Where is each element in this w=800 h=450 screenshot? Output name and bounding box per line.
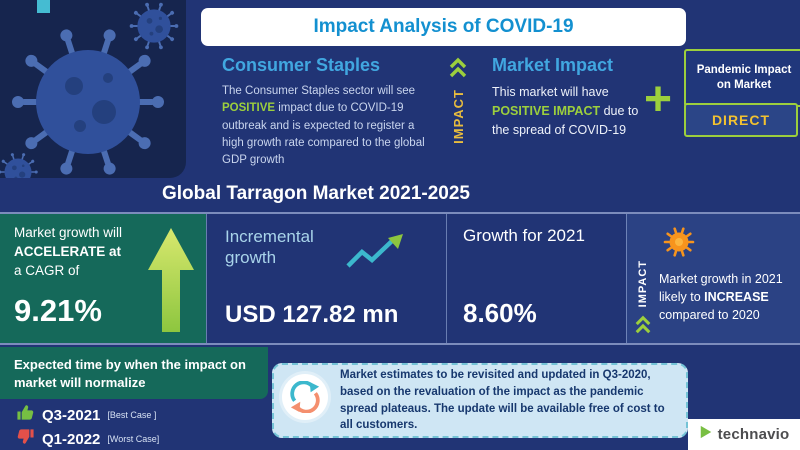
notice-box: Market estimates to be revisited and upd… — [272, 363, 688, 438]
normalize-title-box: Expected time by when the impact on mark… — [0, 347, 268, 399]
positive-highlight: POSITIVE — [222, 102, 276, 115]
stat-cagr-panel: Market growth will ACCELERATE at a CAGR … — [0, 214, 206, 343]
stat-growth-2021-panel: Growth for 2021 8.60% — [446, 214, 626, 343]
technavio-logo-icon — [699, 424, 713, 445]
consumer-staples-body: The Consumer Staples sector will see POS… — [222, 85, 425, 166]
impact-rail-bottom: IMPACT — [627, 214, 659, 343]
thumbs-down-icon — [16, 427, 35, 450]
impact-2021-text: Market growth in 2021 likely to INCREASE… — [659, 272, 783, 322]
incremental-growth-label: Incremental growth — [225, 227, 314, 268]
virus-sun-icon — [659, 227, 699, 266]
corner-accent — [37, 0, 50, 13]
stat-impact-2021-panel: IMPACT — [626, 214, 800, 343]
growth-2021-value: 8.60% — [463, 298, 537, 328]
worst-case-value: Q1-2022 — [42, 430, 101, 448]
pandemic-impact-box: Pandemic Impact on Market — [684, 49, 800, 107]
cagr-line3: a CAGR of — [14, 262, 80, 278]
brand-strip[interactable]: technavio — [688, 419, 800, 450]
market-impact-section: Market Impact This market will have POSI… — [492, 55, 644, 139]
best-case-value: Q3-2021 — [42, 406, 101, 424]
best-case-tag: [Best Case ] — [107, 410, 157, 420]
page-title: Impact Analysis of COVID-19 — [313, 16, 574, 37]
brand-name: technavio — [717, 426, 790, 443]
growth-2021-label: Growth for 2021 — [463, 226, 585, 245]
direct-badge: DIRECT — [684, 103, 798, 137]
trend-arrow-icon — [345, 234, 405, 275]
impact-rail-bottom-label: IMPACT — [637, 260, 649, 308]
chevron-up-icon — [448, 57, 468, 84]
impact-rail-top: IMPACT — [446, 57, 470, 169]
impact-2021-content: Market growth in 2021 likely to INCREASE… — [659, 214, 800, 343]
worst-case-row: Q1-2022 [Worst Case] — [16, 427, 159, 450]
best-case-row: Q3-2021 [Best Case ] — [16, 403, 156, 427]
market-impact-body: This market will have POSITIVE IMPACT du… — [492, 85, 639, 137]
refresh-arrows-icon — [282, 374, 328, 420]
stat-incremental-panel: Incremental growth USD 127.82 mn — [206, 214, 446, 343]
market-title: Global Tarragon Market 2021-2025 — [162, 183, 470, 204]
notice-text: Market estimates to be revisited and upd… — [340, 369, 665, 432]
worst-case-tag: [Worst Case] — [107, 434, 160, 444]
virus-panel — [0, 0, 186, 193]
consumer-staples-heading: Consumer Staples — [222, 55, 381, 75]
positive-impact-highlight: POSITIVE IMPACT — [492, 103, 601, 118]
consumer-staples-section: Consumer Staples The Consumer Staples se… — [222, 55, 434, 169]
market-impact-heading: Market Impact — [492, 55, 614, 75]
coronavirus-icon — [0, 1, 186, 193]
header-title-box: Impact Analysis of COVID-19 — [201, 8, 686, 46]
cagr-line2: ACCELERATE at — [14, 243, 122, 259]
growth-up-arrow-icon — [148, 228, 194, 337]
cagr-line1: Market growth will — [14, 225, 123, 240]
thumbs-up-icon — [16, 403, 35, 427]
cagr-value: 9.21% — [14, 292, 102, 328]
plus-icon: + — [644, 73, 673, 126]
impact-rail-label: IMPACT — [450, 89, 466, 144]
stats-row: Market growth will ACCELERATE at a CAGR … — [0, 212, 800, 345]
incremental-growth-value: USD 127.82 mn — [225, 301, 399, 328]
increase-highlight: INCREASE — [704, 289, 769, 304]
chevron-up-icon — [634, 315, 652, 340]
